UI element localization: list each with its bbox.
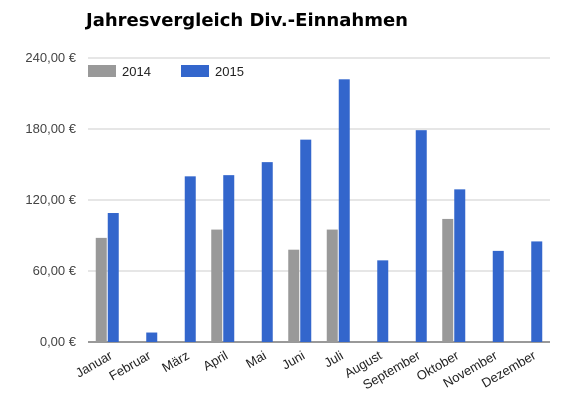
- bar-2014-juli: [326, 229, 338, 342]
- y-tick-label: 0,00 €: [40, 334, 77, 349]
- y-tick-label: 60,00 €: [33, 263, 77, 278]
- legend-swatch-2014: [88, 65, 116, 77]
- legend-label: 2014: [122, 64, 151, 79]
- x-tick-label: März: [159, 348, 192, 375]
- x-tick-label: Juni: [279, 348, 307, 373]
- y-tick-label: 180,00 €: [25, 121, 76, 136]
- bar-2014-april: [211, 229, 223, 342]
- bar-2015-mai: [261, 162, 273, 342]
- x-tick-label: Mai: [243, 348, 269, 372]
- x-tick-label: April: [200, 348, 230, 374]
- bar-2015-september: [415, 130, 427, 342]
- legend-swatch-2015: [181, 65, 209, 77]
- bar-2015-juli: [338, 79, 350, 343]
- bar-2015-januar: [107, 213, 119, 342]
- bar-2015-dezember: [531, 241, 543, 342]
- y-tick-label: 120,00 €: [25, 192, 76, 207]
- bar-2015-april: [223, 175, 235, 342]
- chart-title: Jahresvergleich Div.-Einnahmen: [86, 10, 408, 31]
- bar-2015-august: [377, 260, 389, 342]
- bar-2014-juni: [288, 249, 300, 342]
- y-tick-label: 240,00 €: [25, 50, 76, 65]
- bar-2015-februar: [146, 332, 158, 342]
- bar-2015-juni: [300, 139, 312, 342]
- legend-label: 2015: [215, 64, 244, 79]
- x-tick-label: Februar: [106, 347, 154, 383]
- bar-2014-oktober: [442, 218, 454, 342]
- bar-2015-november: [492, 250, 504, 342]
- bar-2015-märz: [184, 176, 196, 342]
- bar-2014-januar: [95, 237, 107, 342]
- bar-2015-oktober: [454, 189, 466, 342]
